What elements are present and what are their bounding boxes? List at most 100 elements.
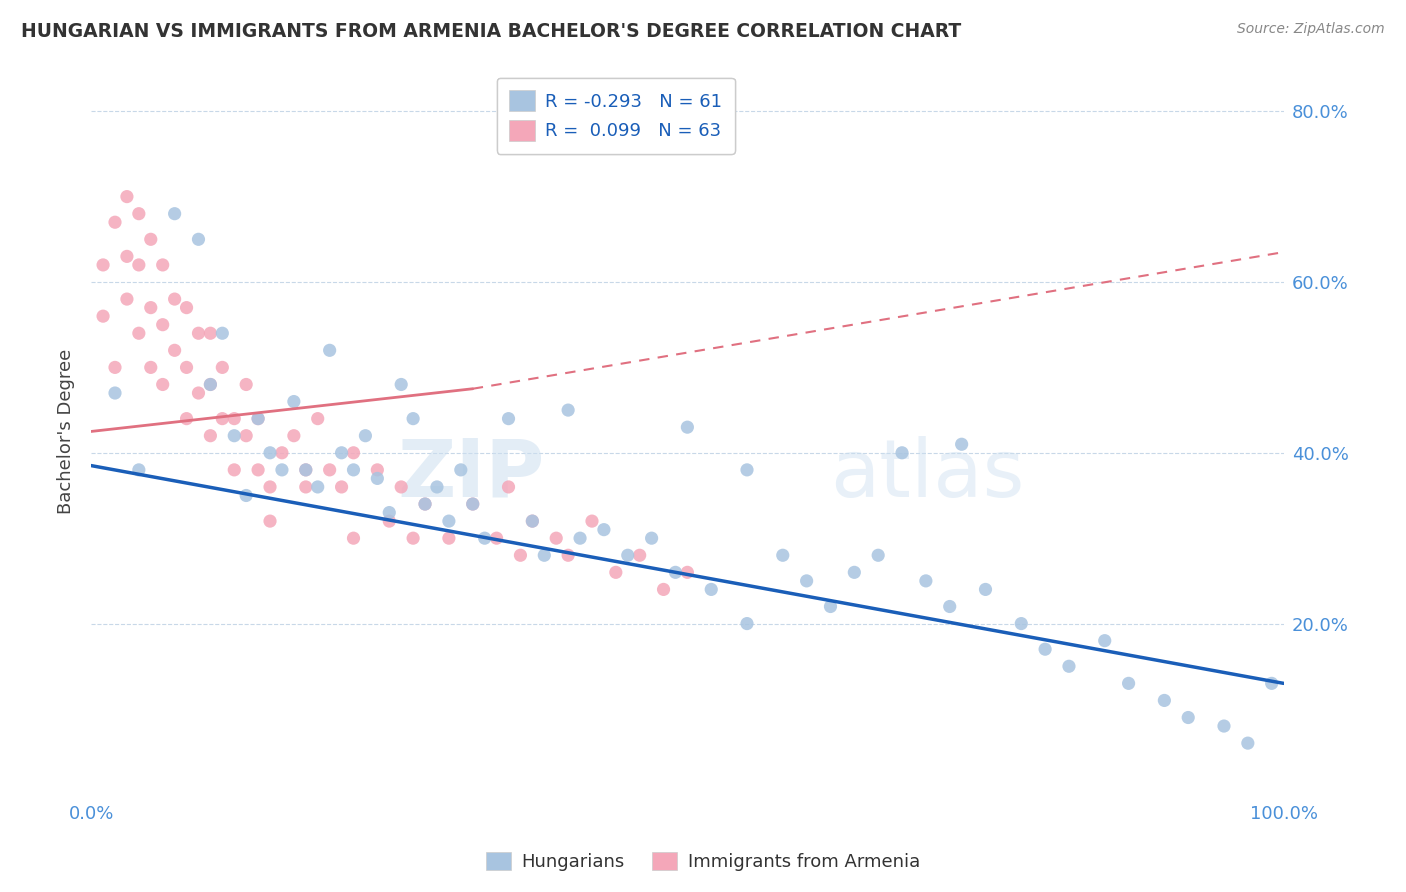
Point [152,377,174,392]
Point [1260,676,1282,690]
Point [1010,616,1032,631]
Point [485,531,508,545]
Y-axis label: Bachelor's Degree: Bachelor's Degree [58,349,75,514]
Point [235,488,257,502]
Point [1213,719,1236,733]
Point [152,258,174,272]
Point [235,428,257,442]
Point [915,574,938,588]
Point [247,411,270,425]
Point [318,343,340,358]
Point [366,471,388,485]
Point [247,463,270,477]
Point [259,514,281,528]
Point [546,531,568,545]
Point [950,437,973,451]
Point [294,463,316,477]
Point [772,548,794,562]
Point [366,463,388,477]
Point [211,326,233,341]
Point [616,548,638,562]
Point [1237,736,1260,750]
Point [139,301,162,315]
Point [235,377,257,392]
Point [163,207,186,221]
Text: HUNGARIAN VS IMMIGRANTS FROM ARMENIA BACHELOR'S DEGREE CORRELATION CHART: HUNGARIAN VS IMMIGRANTS FROM ARMENIA BAC… [21,22,962,41]
Legend: R = -0.293   N = 61, R =  0.099   N = 63: R = -0.293 N = 61, R = 0.099 N = 63 [496,78,735,153]
Point [104,386,127,401]
Point [938,599,960,614]
Point [139,360,162,375]
Point [307,411,329,425]
Point [176,411,198,425]
Point [139,232,162,246]
Point [224,411,246,425]
Point [593,523,616,537]
Point [426,480,449,494]
Point [176,301,198,315]
Point [259,480,281,494]
Point [1033,642,1056,657]
Point [664,566,686,580]
Point [224,428,246,442]
Point [163,292,186,306]
Point [330,446,353,460]
Point [437,514,460,528]
Point [271,446,294,460]
Point [1094,633,1116,648]
Point [605,566,627,580]
Point [224,463,246,477]
Point [294,463,316,477]
Point [974,582,997,597]
Point [283,428,305,442]
Point [450,463,472,477]
Point [522,514,544,528]
Legend: Hungarians, Immigrants from Armenia: Hungarians, Immigrants from Armenia [478,845,928,879]
Point [820,599,842,614]
Point [211,360,233,375]
Point [176,360,198,375]
Point [676,420,699,434]
Point [1118,676,1140,690]
Point [868,548,890,562]
Point [200,377,222,392]
Text: Source: ZipAtlas.com: Source: ZipAtlas.com [1237,22,1385,37]
Point [402,531,425,545]
Point [187,386,209,401]
Point [259,446,281,460]
Point [461,497,484,511]
Point [187,232,209,246]
Point [128,258,150,272]
Point [796,574,818,588]
Point [461,497,484,511]
Point [557,548,579,562]
Point [200,377,222,392]
Point [342,446,364,460]
Point [247,411,270,425]
Point [498,480,520,494]
Point [402,411,425,425]
Point [91,258,114,272]
Point [128,207,150,221]
Point [342,463,364,477]
Point [283,394,305,409]
Point [152,318,174,332]
Point [522,514,544,528]
Point [891,446,914,460]
Point [104,215,127,229]
Point [115,292,138,306]
Point [330,480,353,494]
Text: atlas: atlas [831,436,1025,514]
Point [115,249,138,263]
Point [413,497,436,511]
Point [844,566,866,580]
Point [378,514,401,528]
Point [294,480,316,494]
Point [700,582,723,597]
Point [676,566,699,580]
Point [735,616,758,631]
Point [342,531,364,545]
Point [581,514,603,528]
Point [628,548,651,562]
Point [498,411,520,425]
